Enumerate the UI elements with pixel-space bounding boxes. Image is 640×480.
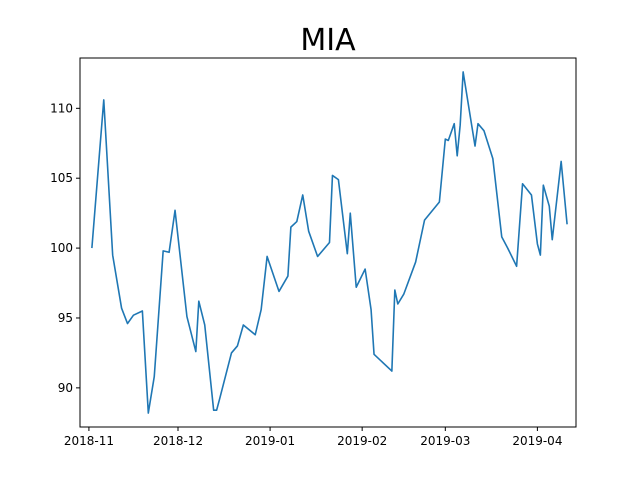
chart-title: MIA bbox=[300, 23, 356, 58]
plot-area bbox=[91, 71, 568, 414]
y-tick-label: 110 bbox=[50, 101, 73, 115]
series-line-0 bbox=[91, 71, 568, 414]
x-tick-label: 2019-02 bbox=[337, 434, 387, 448]
y-tick-label: 95 bbox=[58, 311, 73, 325]
x-tick-label: 2018-11 bbox=[64, 434, 114, 448]
x-tick-label: 2019-04 bbox=[512, 434, 562, 448]
x-tick-label: 2019-03 bbox=[420, 434, 470, 448]
y-axis: 90 95 100 105 110 bbox=[50, 101, 80, 395]
x-axis: 2018-11 2018-12 2019-01 2019-02 2019-03 2019-… bbox=[64, 427, 562, 448]
y-tick-label: 100 bbox=[50, 241, 73, 255]
y-tick-label: 90 bbox=[58, 381, 73, 395]
axes-frame bbox=[79, 57, 577, 428]
x-tick-label: 2018-12 bbox=[153, 434, 203, 448]
y-tick-label: 105 bbox=[50, 171, 73, 185]
x-tick-label: 2019-01 bbox=[245, 434, 295, 448]
